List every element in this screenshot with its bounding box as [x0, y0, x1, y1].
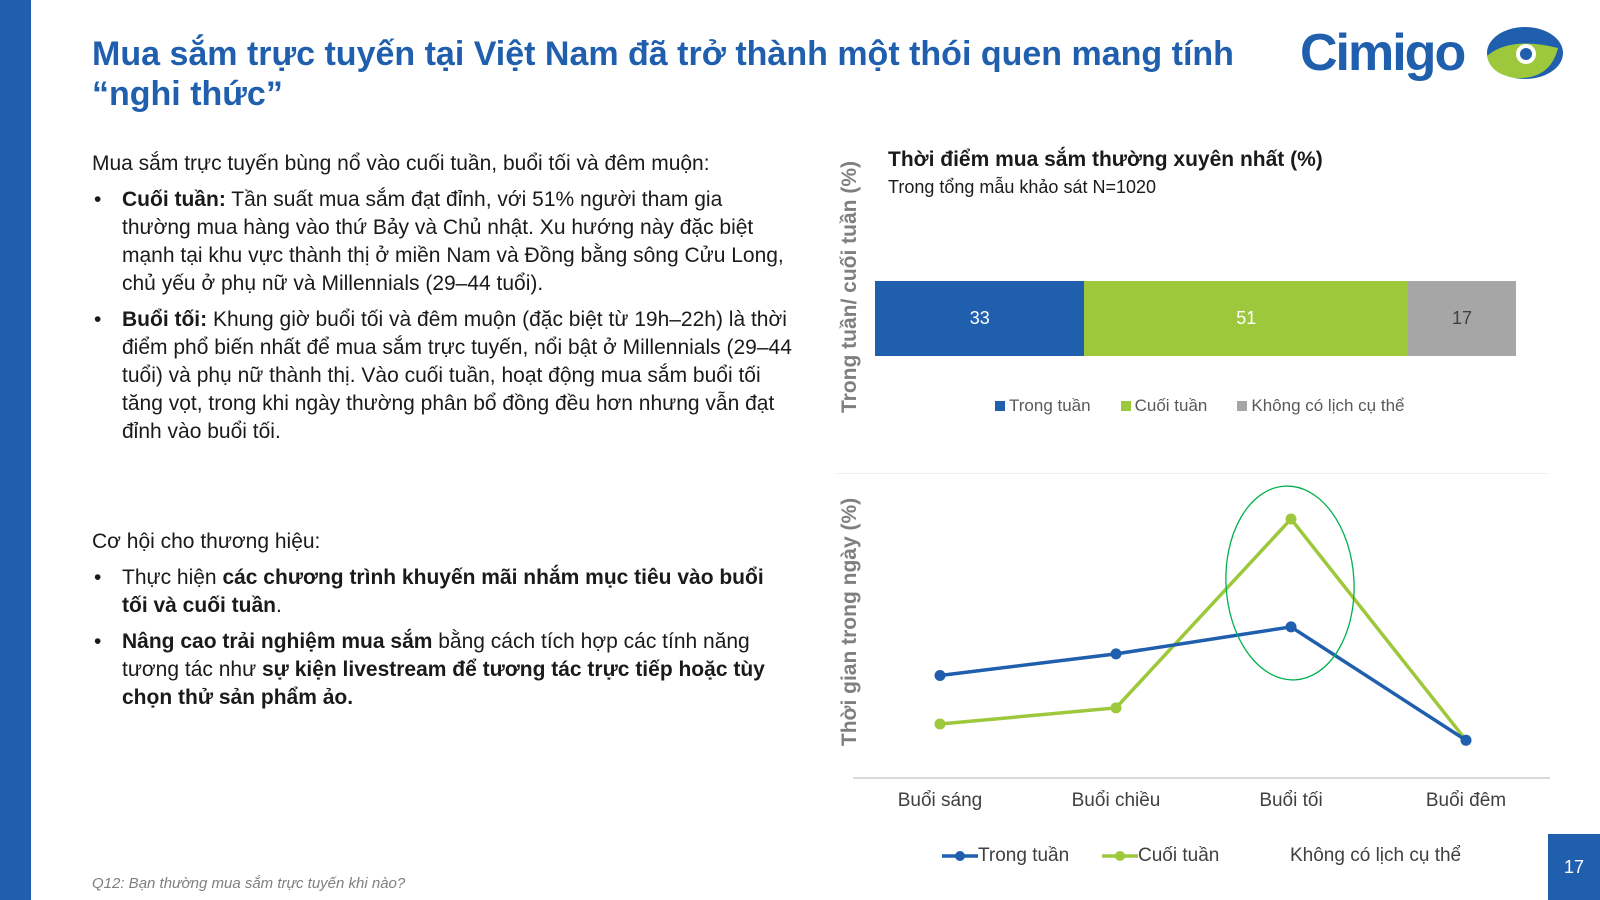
legend-swatch: [1120, 401, 1131, 411]
bar-segment: 51: [1084, 281, 1409, 356]
cimigo-logo: Cimigo: [1300, 24, 1563, 82]
legend-item: Trong tuần: [942, 845, 1069, 867]
bullet-text: bằng cách tích hợp các tính năng tương t…: [122, 630, 750, 681]
legend-label: Cuối tuần: [1138, 845, 1220, 866]
legend-item: Không có lịch cụ thể: [1290, 845, 1461, 867]
x-tick-label: Buổi sáng: [897, 790, 983, 811]
x-tick-label: Buổi đêm: [1425, 790, 1507, 811]
bullet-bold: sự kiện livestream để tương tác trực tiế…: [122, 658, 765, 709]
page-title: Mua sắm trực tuyến tại Việt Nam đã trở t…: [92, 35, 1234, 113]
legend-swatch: [995, 401, 1005, 411]
insights-intro: Mua sắm trực tuyến bùng nổ vào cuối tuần…: [92, 152, 710, 175]
x-tick-label: Buổi chiều: [1071, 790, 1161, 811]
bullet-text: .: [276, 594, 282, 617]
data-point: [934, 718, 946, 730]
divider: [836, 473, 1548, 474]
opportunities-section: Cơ hội cho thương hiệu: Thực hiện các ch…: [92, 528, 792, 712]
page-number: 17: [1548, 834, 1600, 900]
highlight-ellipse: [1225, 485, 1355, 681]
bullet-text: Khung giờ buổi tối và đêm muộn (đặc biệt…: [122, 308, 792, 443]
legend-marker: [1102, 851, 1138, 861]
series-line: [939, 625, 1467, 742]
data-point: [1110, 702, 1122, 714]
bullet-bold: các chương trình khuyến mãi nhắm mục tiê…: [122, 566, 764, 617]
svg-text:Cimigo: Cimigo: [1300, 24, 1464, 82]
data-point: [934, 669, 946, 681]
bullet-bold: Cuối tuần:: [122, 188, 226, 211]
legend-label: Trong tuần: [1009, 396, 1091, 415]
legend-item: Cuối tuần: [1120, 396, 1208, 416]
bar-chart-subtitle: Trong tổng mẫu khảo sát N=1020: [888, 177, 1157, 197]
legend-item: Không có lịch cụ thể: [1237, 396, 1404, 416]
bullet-bold: Buổi tối:: [122, 308, 208, 331]
insights-section: Mua sắm trực tuyến bùng nổ vào cuối tuần…: [92, 150, 792, 446]
bullet-experience: Nâng cao trải nghiệm mua sắm bằng cách t…: [92, 628, 792, 712]
legend-item: Cuối tuần: [1102, 845, 1219, 867]
bullet-text: Tần suất mua sắm đạt đỉnh, với 51% người…: [122, 188, 784, 295]
opportunities-intro: Cơ hội cho thương hiệu:: [92, 530, 321, 553]
legend-label: Không có lịch cụ thể: [1290, 845, 1462, 866]
data-point: [1285, 513, 1297, 525]
sidebar-accent-bar: [0, 0, 31, 900]
bullet-evening: Buổi tối: Khung giờ buổi tối và đêm muộn…: [92, 306, 792, 446]
bullet-bold: Nâng cao trải nghiệm mua sắm: [122, 630, 433, 653]
data-point: [1285, 621, 1297, 633]
legend-label: Cuối tuần: [1134, 396, 1208, 415]
x-tick-label: Buổi tối: [1259, 790, 1323, 811]
data-point: [1460, 734, 1472, 746]
bullet-promotions: Thực hiện các chương trình khuyến mãi nh…: [92, 564, 792, 620]
data-point: [1110, 648, 1122, 660]
bullet-text: Thực hiện: [122, 566, 223, 589]
bar-segment: 17: [1408, 281, 1516, 356]
legend-marker: [942, 851, 978, 861]
footnote: Q12: Bạn thường mua sắm trực tuyến khi n…: [92, 875, 406, 892]
legend-label: Không có lịch cụ thể: [1251, 396, 1405, 415]
legend-label: Trong tuần: [978, 845, 1070, 866]
stacked-bar: 33 51 17: [875, 281, 1516, 356]
bar-chart-title: Thời điểm mua sắm thường xuyên nhất (%): [888, 148, 1323, 171]
legend-swatch: [1237, 401, 1248, 411]
bar-segment: 33: [875, 281, 1085, 356]
series-line: [939, 516, 1468, 742]
bar-chart-legend: Trong tuần Cuối tuần Không có lịch cụ thể: [995, 396, 1404, 416]
bullet-weekend: Cuối tuần: Tần suất mua sắm đạt đỉnh, vớ…: [92, 186, 792, 298]
legend-item: Trong tuần: [995, 396, 1091, 416]
